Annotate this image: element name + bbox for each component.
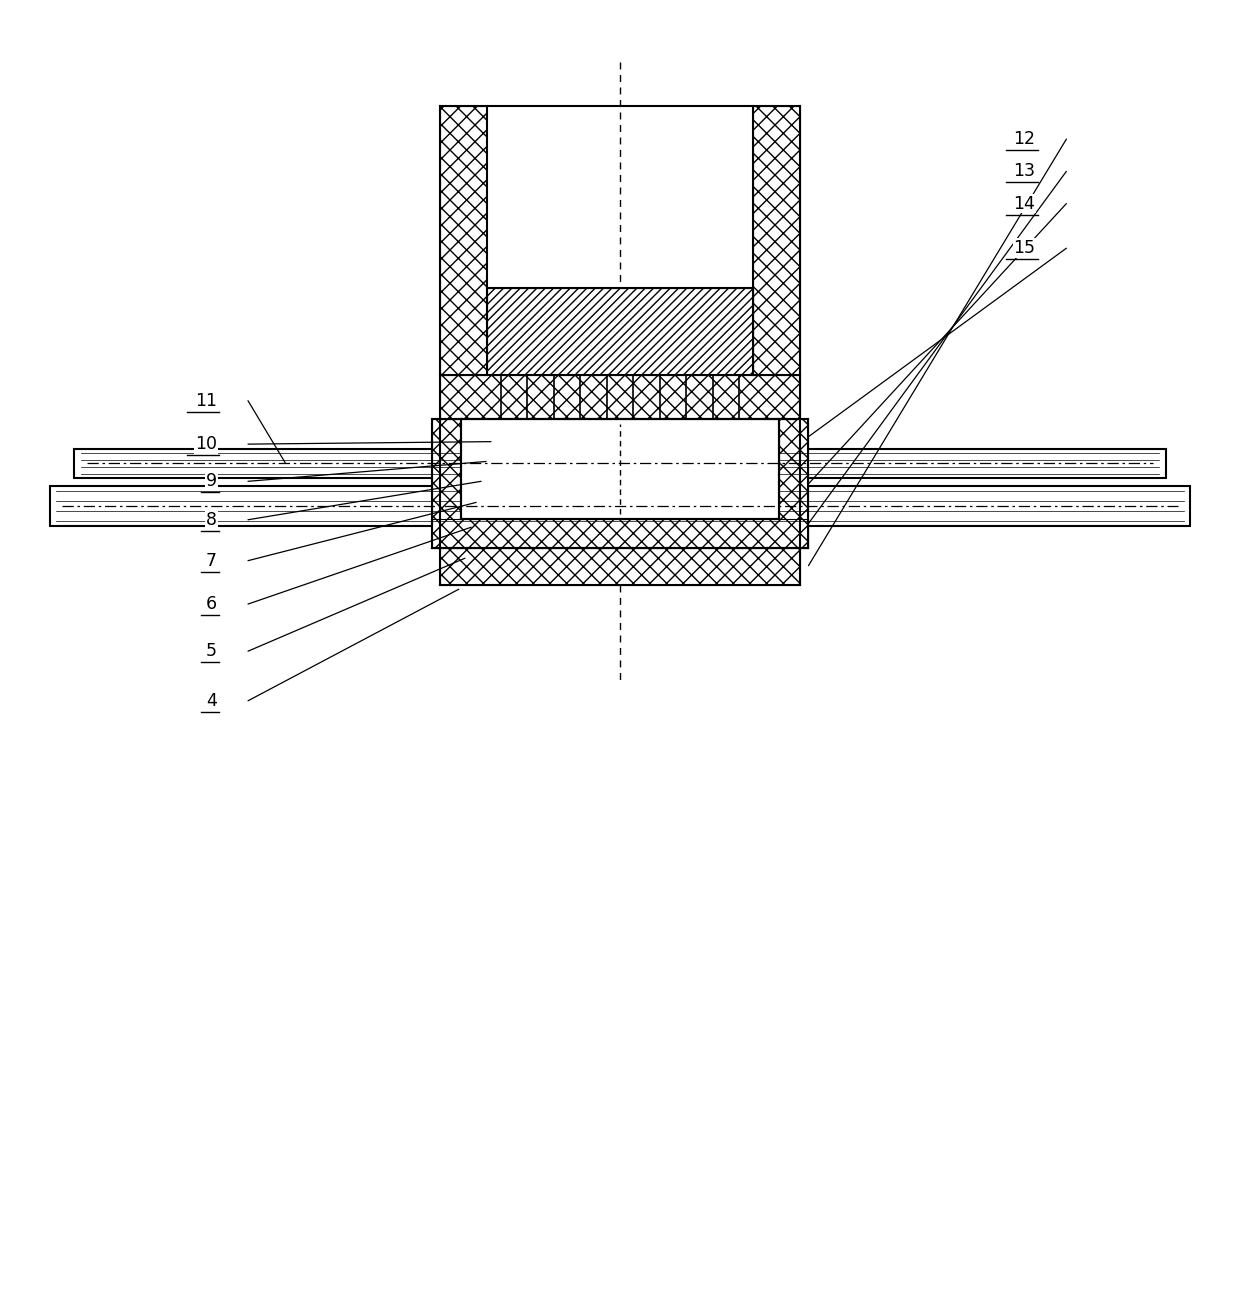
Bar [753,106,800,374]
Bar [440,106,487,374]
Bar [432,419,461,548]
Text: 8: 8 [206,511,217,529]
Text: 11: 11 [195,392,217,410]
Text: 7: 7 [206,552,217,570]
Text: 15: 15 [1013,239,1035,257]
Text: 13: 13 [1013,163,1035,181]
Bar [779,419,808,548]
Text: 12: 12 [1013,130,1035,148]
Text: 5: 5 [206,642,217,660]
Text: 9: 9 [206,472,217,490]
Bar [461,419,779,519]
Bar [432,519,808,548]
Text: 4: 4 [206,691,217,710]
Text: 14: 14 [1013,195,1035,213]
Bar [487,106,753,288]
Bar [487,288,753,374]
Bar [440,548,800,586]
Bar [440,374,800,419]
Bar [74,449,1166,477]
Bar [50,486,1190,526]
Text: 10: 10 [195,435,217,453]
Text: 6: 6 [206,595,217,613]
